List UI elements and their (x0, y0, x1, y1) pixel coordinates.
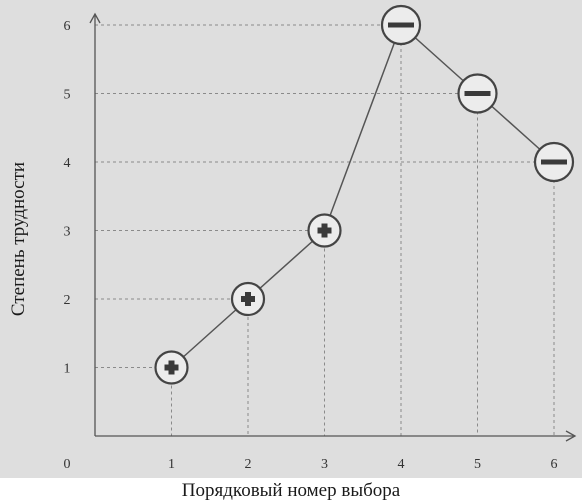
x-tick-label: 3 (321, 457, 328, 472)
chart-panel: 0 1 2 3 4 5 6 1 2 3 4 5 6 Степень трудности (0, 0, 582, 478)
chart-svg: 0 1 2 3 4 5 6 1 2 3 4 5 6 Степень трудности (8, 4, 577, 472)
data-point-6 (533, 141, 575, 183)
x-tick-label: 4 (398, 457, 405, 472)
x-axis-label: Порядковый номер выбора (181, 480, 401, 501)
y-tick-label: 5 (64, 88, 71, 103)
x-axis-arrow (565, 430, 577, 442)
y-axis-arrow (89, 12, 101, 24)
series-line (170, 23, 555, 369)
minus-symbol (464, 91, 491, 96)
plus-symbol-vertical (321, 223, 328, 238)
plus-symbol-vertical (245, 292, 251, 306)
data-point-4 (380, 4, 422, 46)
x-tick-label: 6 (551, 457, 558, 472)
plus-symbol-vertical (168, 360, 175, 375)
data-point-2 (230, 281, 266, 317)
data-point-3 (307, 213, 342, 248)
y-axis-label-group: Степень трудности (8, 162, 29, 316)
tick-labels: 0 1 2 3 4 5 6 1 2 3 4 5 6 (64, 19, 558, 472)
data-point-1 (154, 350, 189, 385)
y-axis-label: Степень трудности (8, 162, 29, 316)
minus-symbol (541, 159, 567, 165)
x-tick-label: 2 (245, 457, 252, 472)
minus-symbol (388, 22, 414, 28)
y-tick-label: 6 (64, 19, 71, 34)
series (154, 4, 575, 385)
origin-label: 0 (64, 457, 71, 472)
x-tick-label: 5 (474, 457, 481, 472)
x-tick-label: 1 (168, 457, 175, 472)
y-tick-label: 1 (64, 362, 71, 377)
y-tick-label: 2 (64, 293, 71, 308)
y-tick-label: 3 (64, 225, 71, 240)
y-tick-label: 4 (64, 156, 71, 171)
axes (89, 12, 577, 442)
guide-lines (95, 24, 555, 436)
data-point-5 (457, 73, 498, 114)
